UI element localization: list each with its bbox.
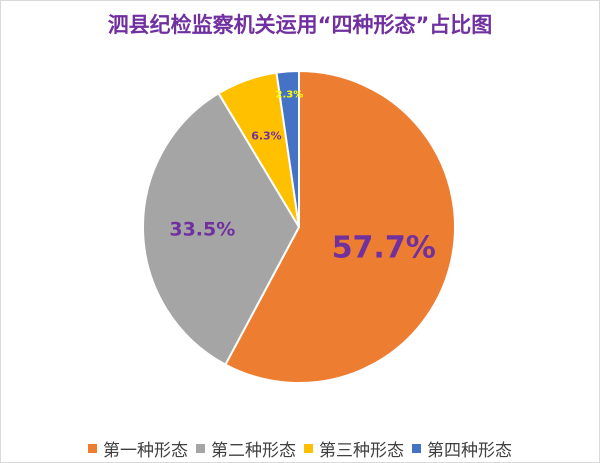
legend-item-fourth: 第四种形态	[412, 436, 512, 461]
legend-label-fourth: 第四种形态	[427, 441, 512, 461]
legend: 第一种形态 第二种形态 第三种形态 第四种形态	[0, 436, 600, 461]
data-label-third: 6.3%	[251, 129, 282, 142]
legend-swatch-first	[88, 444, 97, 453]
legend-item-second: 第二种形态	[196, 436, 296, 461]
pie-slice-second	[142, 92, 300, 366]
data-label-fourth: 2.3%	[276, 89, 304, 100]
pie-data-labels: 57.7% 33.5% 6.3% 2.3%	[169, 89, 435, 265]
legend-label-first: 第一种形态	[103, 441, 188, 461]
data-label-first: 57.7%	[332, 231, 436, 266]
data-label-second: 33.5%	[169, 218, 235, 240]
legend-label-third: 第三种形态	[319, 441, 404, 461]
chart-title: 泗县纪检监察机关运用“四种形态”占比图	[107, 13, 493, 37]
legend-swatch-fourth	[412, 444, 421, 453]
legend-swatch-second	[196, 444, 205, 453]
pie-slice-first	[224, 70, 456, 384]
legend-swatch-third	[304, 444, 313, 453]
pie-slices	[142, 69, 456, 384]
legend-item-third: 第三种形态	[304, 436, 404, 461]
legend-label-second: 第二种形态	[211, 441, 296, 461]
legend-item-first: 第一种形态	[88, 436, 188, 461]
pie-slice-fourth	[275, 69, 300, 228]
